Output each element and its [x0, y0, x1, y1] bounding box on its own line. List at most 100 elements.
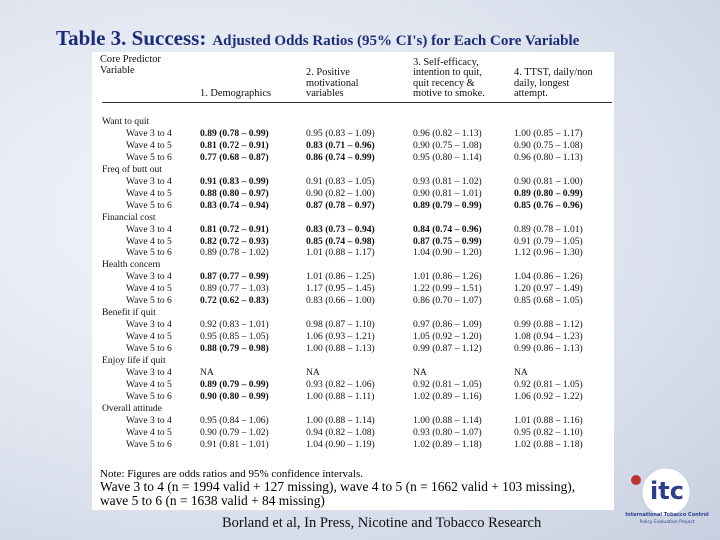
- row-label: Wave 5 to 6: [126, 343, 172, 355]
- odds-ratio: 0.91 (0.83 – 0.99): [200, 175, 269, 187]
- odds-ratio: 0.95 (0.83 – 1.09): [306, 127, 375, 139]
- column-header: intention to quit,: [413, 67, 482, 79]
- group-label: Want to quit: [102, 116, 150, 127]
- odds-ratio: 0.90 (0.81 – 1.01): [413, 187, 482, 199]
- odds-ratio: 0.72 (0.62 – 0.83): [200, 295, 269, 307]
- column-header: motivational: [306, 77, 359, 89]
- group-label: Financial cost: [102, 211, 156, 223]
- odds-ratio: 1.17 (0.95 – 1.45): [306, 283, 375, 295]
- odds-ratio: 0.85 (0.76 – 0.96): [514, 199, 583, 211]
- row-label: Wave 4 to 5: [126, 331, 172, 343]
- row-label: Wave 4 to 5: [126, 187, 172, 199]
- row-label: Wave 3 to 4: [126, 127, 172, 139]
- row-label: Wave 5 to 6: [126, 199, 172, 211]
- odds-ratio: 0.85 (0.68 – 1.05): [514, 295, 583, 307]
- odds-ratio: 0.92 (0.83 – 1.01): [200, 319, 269, 331]
- odds-ratio: 1.01 (0.88 – 1.17): [306, 247, 375, 259]
- odds-ratio: 1.06 (0.92 – 1.22): [514, 390, 583, 402]
- odds-ratio: 0.83 (0.71 – 0.96): [306, 139, 375, 151]
- column-header: 2. Positive: [306, 67, 350, 79]
- odds-ratio: 1.04 (0.86 – 1.26): [514, 271, 583, 283]
- odds-ratio: 0.93 (0.81 – 1.02): [413, 175, 482, 187]
- column-header: daily, longest: [514, 77, 570, 89]
- odds-ratio: 0.82 (0.72 – 0.93): [200, 235, 269, 247]
- odds-ratio: 0.96 (0.80 – 1.13): [514, 151, 583, 163]
- odds-ratio: 1.06 (0.93 – 1.21): [306, 331, 375, 343]
- row-label: Wave 3 to 4: [126, 319, 172, 331]
- odds-ratio: 1.00 (0.88 – 1.11): [306, 390, 375, 402]
- row-label: Wave 3 to 4: [126, 366, 172, 378]
- odds-ratio: 0.87 (0.78 – 0.97): [306, 199, 375, 211]
- group-label: Freq of butt out: [102, 163, 162, 175]
- odds-ratio: 1.01 (0.88 – 1.16): [514, 414, 583, 426]
- odds-ratio: 0.99 (0.87 – 1.12): [413, 343, 482, 355]
- odds-ratio: 0.91 (0.79 – 1.05): [514, 235, 583, 247]
- note-line: Note: Figures are odds ratios and 95% co…: [100, 468, 364, 480]
- odds-ratio: 1.02 (0.89 – 1.18): [413, 438, 482, 450]
- odds-ratio: 0.77 (0.68 – 0.87): [200, 151, 269, 163]
- odds-ratio: 0.95 (0.80 – 1.14): [413, 151, 482, 163]
- odds-ratio: 1.01 (0.86 – 1.25): [306, 271, 375, 283]
- odds-ratio: 0.81 (0.72 – 0.91): [200, 139, 269, 151]
- title: Table 3. Success: Adjusted Odds Ratios (9…: [56, 26, 579, 51]
- column-header: quit recency &: [413, 77, 475, 89]
- odds-ratio: 1.01 (0.86 – 1.26): [413, 271, 482, 283]
- odds-ratio: 0.92 (0.81 – 1.05): [514, 378, 583, 390]
- odds-ratio: NA: [413, 366, 427, 378]
- group-label: Benefit if quit: [102, 307, 156, 319]
- row-label: Wave 4 to 5: [126, 378, 172, 390]
- row-label: Wave 4 to 5: [126, 235, 172, 247]
- row-label: Wave 5 to 6: [126, 438, 172, 450]
- odds-ratio: 0.87 (0.75 – 0.99): [413, 235, 482, 247]
- odds-ratio: NA: [514, 366, 528, 378]
- odds-ratio: 1.08 (0.94 – 1.23): [514, 331, 583, 343]
- column-header: Core Predictor: [100, 54, 161, 65]
- title-main: Table 3. Success:: [56, 26, 207, 50]
- odds-ratio: 0.90 (0.81 – 1.00): [514, 175, 583, 187]
- odds-ratio: 0.92 (0.81 – 1.05): [413, 378, 482, 390]
- odds-ratio: 0.89 (0.78 – 1.02): [200, 247, 269, 259]
- odds-ratio: 1.00 (0.88 – 1.13): [306, 343, 375, 355]
- row-label: Wave 4 to 5: [126, 426, 172, 438]
- column-header: Variable: [100, 64, 135, 76]
- odds-ratio: 0.95 (0.84 – 1.06): [200, 414, 269, 426]
- odds-ratio: 0.93 (0.80 – 1.07): [413, 426, 482, 438]
- odds-ratio: NA: [306, 366, 320, 378]
- table-sheet: Note: Figures are odds ratios and 95% co…: [92, 52, 614, 510]
- group-label: Enjoy life if quit: [102, 355, 166, 366]
- odds-ratio: 0.90 (0.75 – 1.08): [514, 139, 583, 151]
- odds-ratio: 1.02 (0.89 – 1.16): [413, 390, 482, 402]
- odds-ratio: 0.89 (0.80 – 0.99): [514, 187, 583, 199]
- odds-ratio: 0.81 (0.72 – 0.91): [200, 223, 269, 235]
- odds-ratio: 0.95 (0.85 – 1.05): [200, 331, 269, 343]
- column-header: 4. TTST, daily/non: [514, 67, 593, 79]
- odds-ratio: 0.86 (0.70 – 1.07): [413, 295, 482, 307]
- odds-ratio: 0.86 (0.74 – 0.99): [306, 151, 375, 163]
- odds-ratio: 1.20 (0.97 – 1.49): [514, 283, 583, 295]
- column-header: variables: [306, 88, 344, 100]
- group-label: Overall attitude: [102, 402, 162, 414]
- odds-ratio: 0.84 (0.74 – 0.96): [413, 223, 482, 235]
- row-label: Wave 5 to 6: [126, 247, 172, 259]
- row-label: Wave 5 to 6: [126, 295, 172, 307]
- odds-ratio: 0.95 (0.82 – 1.10): [514, 426, 583, 438]
- column-header: 3. Self-efficacy,: [413, 56, 479, 68]
- odds-ratio: 0.83 (0.73 – 0.94): [306, 223, 375, 235]
- row-label: Wave 5 to 6: [126, 151, 172, 163]
- logo-name: International Tobacco Control: [625, 512, 709, 518]
- logo-tagline: Policy Evaluation Project: [640, 519, 695, 525]
- odds-ratio: 1.00 (0.85 – 1.17): [514, 127, 583, 139]
- note-line: Wave 3 to 4 (n = 1994 valid + 127 missin…: [100, 479, 576, 508]
- odds-ratio: 0.90 (0.80 – 0.99): [200, 390, 269, 402]
- odds-ratio: 0.88 (0.79 – 0.98): [200, 343, 269, 355]
- odds-ratio: 0.98 (0.87 – 1.10): [306, 319, 375, 331]
- odds-ratio: 1.05 (0.92 – 1.20): [413, 331, 482, 343]
- odds-ratio: 1.04 (0.90 – 1.19): [306, 438, 375, 450]
- odds-ratio: 0.99 (0.86 – 1.13): [514, 343, 583, 355]
- row-label: Wave 4 to 5: [126, 139, 172, 151]
- odds-ratio: 0.90 (0.75 – 1.08): [413, 139, 482, 151]
- logo-mark: itc: [650, 477, 684, 505]
- column-header: 1. Demographics: [200, 88, 271, 100]
- odds-ratio: 0.91 (0.83 – 1.05): [306, 175, 375, 187]
